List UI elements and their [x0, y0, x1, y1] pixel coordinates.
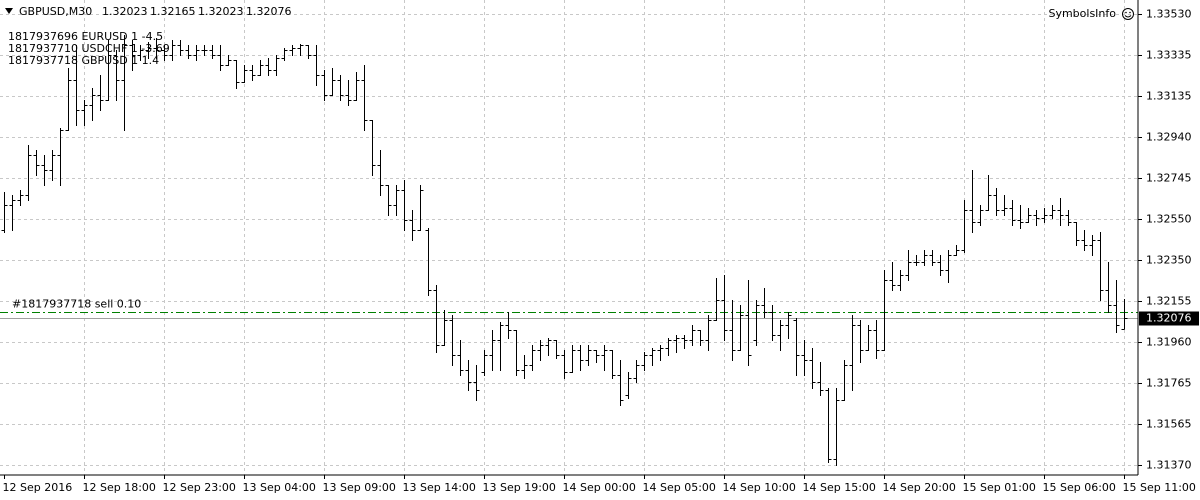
x-tick-label: 14 Sep 20:00: [883, 481, 956, 494]
y-tick-label: 1.32550: [1146, 213, 1192, 226]
last-close: 1.32076: [246, 5, 292, 18]
last-open: 1.32023: [102, 5, 148, 18]
last-low: 1.32023: [198, 5, 244, 18]
price-box-label: 1.32076: [1146, 312, 1192, 325]
x-tick-label: 12 Sep 18:00: [83, 481, 156, 494]
x-tick-label: 13 Sep 09:00: [323, 481, 396, 494]
smiley: [1122, 8, 1134, 20]
y-tick-label: 1.32350: [1146, 254, 1192, 267]
x-tick-label: 12 Sep 2016: [3, 481, 73, 494]
y-tick-label: 1.33530: [1146, 8, 1192, 21]
y-tick-label: 1.31565: [1146, 418, 1192, 431]
x-tick-label: 15 Sep 06:00: [1043, 481, 1116, 494]
comment: 1817937710 USDCHF 1 -3.69: [8, 42, 170, 55]
x-tick-label: 12 Sep 23:00: [163, 481, 236, 494]
y-tick-label: 1.33135: [1146, 90, 1192, 103]
last-high: 1.32165: [150, 5, 196, 18]
x-tick-label: 15 Sep 11:00: [1123, 481, 1196, 494]
symbol: GBPUSD,M30: [19, 5, 92, 18]
y-tick-label: 1.33335: [1146, 49, 1192, 62]
x-tick-label: 13 Sep 19:00: [483, 481, 556, 494]
indicator-name: SymbolsInfo: [1048, 7, 1116, 20]
price-box: [1139, 311, 1199, 326]
y-tick-label: 1.31960: [1146, 336, 1192, 349]
menu-arrow[interactable]: [5, 8, 13, 14]
y-tick-label: 1.32745: [1146, 172, 1192, 185]
comment: 1817937718 GBPUSD 1 1.4: [8, 54, 159, 67]
x-tick-label: 15 Sep 01:00: [963, 481, 1036, 494]
x-tick-label: 13 Sep 04:00: [243, 481, 316, 494]
x-tick-label: 14 Sep 15:00: [803, 481, 876, 494]
x-tick-label: 14 Sep 05:00: [643, 481, 716, 494]
x-tick-label: 14 Sep 00:00: [563, 481, 636, 494]
x-tick-label: 14 Sep 10:00: [723, 481, 796, 494]
y-tick-label: 1.32940: [1146, 131, 1192, 144]
y-tick-label: 1.31765: [1146, 377, 1192, 390]
x-tick-label: 13 Sep 14:00: [403, 481, 476, 494]
y-tick-label: 1.31370: [1146, 459, 1192, 472]
bar-layer: [1, 35, 1128, 466]
order-label: #1817937718 sell 0.10: [12, 298, 141, 311]
y-tick-label: 1.32155: [1146, 295, 1192, 308]
comment: 1817937696 EURUSD 1 -4.5: [8, 30, 163, 43]
